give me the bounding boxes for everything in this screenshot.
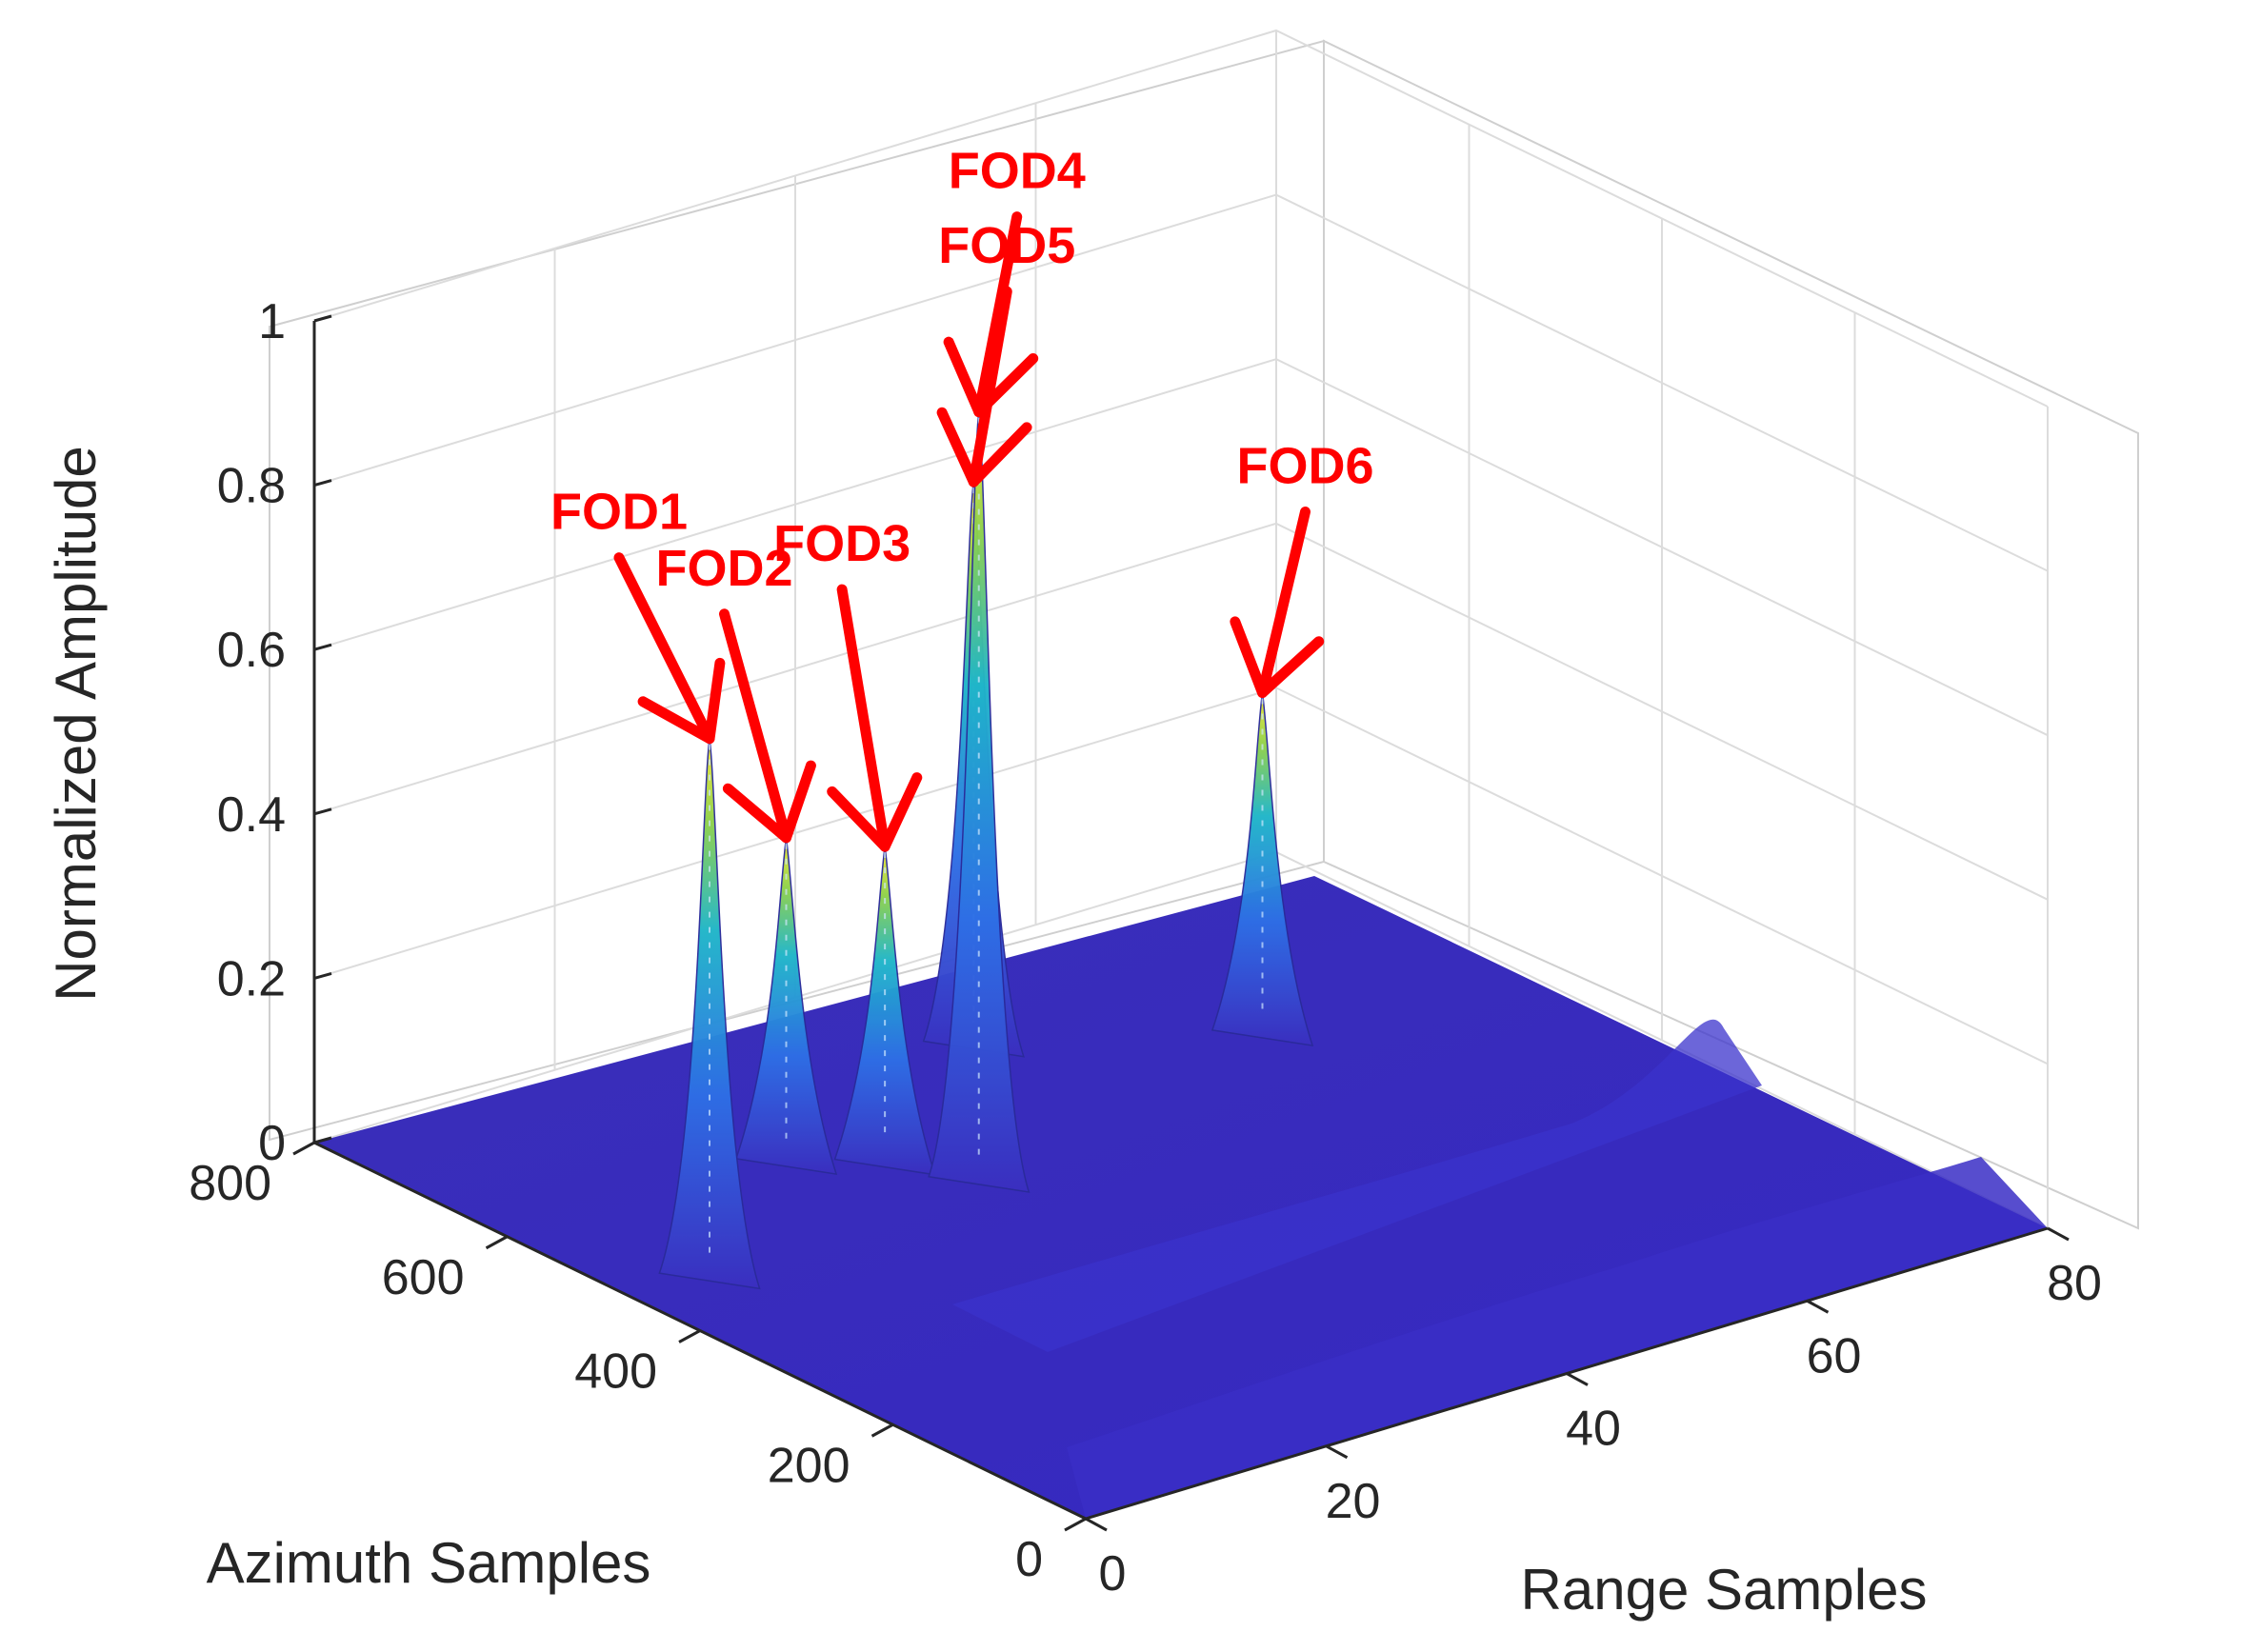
annotation-arrow-shaft <box>836 584 890 852</box>
azimuth-tick <box>678 1329 701 1343</box>
back-walls <box>269 39 2139 1230</box>
azimuth-axis-title: Azimuth Samples <box>207 1531 651 1595</box>
z-tick-label: 0.8 <box>217 459 286 514</box>
surface-ridge-mid <box>952 1019 1762 1352</box>
azimuth-tick <box>485 1235 509 1250</box>
z-tick-label: 0 <box>258 1116 286 1171</box>
z-tick-label: 0.4 <box>217 787 286 843</box>
annotation-label: FOD3 <box>773 515 910 572</box>
range-axis-title: Range Samples <box>1521 1558 1928 1622</box>
annotation-arrow-head <box>1230 616 1325 698</box>
annotation-arrow-shaft <box>1257 507 1311 699</box>
annotation-fod1: FOD1 <box>550 484 726 745</box>
annotation-label: FOD4 <box>949 143 1086 200</box>
annotation-arrow-head <box>722 760 816 844</box>
surface-ridge-front <box>1067 1157 2048 1519</box>
right-back-wall <box>1323 39 2139 1230</box>
z-tick <box>313 1136 332 1144</box>
annotation-label: FOD6 <box>1236 438 1373 495</box>
annotation-label: FOD5 <box>938 217 1075 274</box>
grid-lines <box>313 29 2049 1229</box>
annotation-fod6: FOD6 <box>1230 438 1374 699</box>
annotation-label: FOD2 <box>655 540 792 597</box>
z-tick-label: 1 <box>258 294 286 349</box>
z-axis-title: Normalized Amplitude <box>44 446 108 1002</box>
range-tick-label: 40 <box>1566 1402 1621 1457</box>
azimuth-tick <box>292 1141 315 1156</box>
z-tick <box>313 807 332 816</box>
z-tick <box>313 971 332 980</box>
azimuth-tick <box>870 1423 894 1438</box>
range-tick <box>1566 1372 1589 1386</box>
axes: 00.20.40.60.810200400600800020406080Norm… <box>44 294 2102 1622</box>
range-tick-label: 80 <box>2047 1256 2102 1311</box>
annotation-arrow-shaft <box>613 552 715 745</box>
annotation-fod4: FOD4 <box>943 143 1086 418</box>
annotation-fod5: FOD5 <box>936 217 1075 488</box>
range-tick <box>1325 1444 1349 1460</box>
azimuth-tick-label: 600 <box>382 1250 465 1305</box>
peaks <box>658 411 1314 1290</box>
annotation-arrow-head <box>936 407 1032 488</box>
annotation-arrow-head <box>827 772 923 852</box>
range-tick <box>1085 1517 1108 1532</box>
range-tick-label: 0 <box>1099 1546 1127 1602</box>
z-tick <box>313 643 332 651</box>
azimuth-tick-label: 0 <box>1015 1532 1043 1587</box>
z-tick-label: 0.2 <box>217 951 286 1006</box>
range-tick <box>2047 1226 2070 1242</box>
annotation-arrow-shaft <box>968 286 1012 488</box>
annotation-arrow-head <box>637 657 726 745</box>
z-tick <box>313 479 332 488</box>
azimuth-tick-label: 800 <box>189 1156 271 1211</box>
azimuth-tick-label: 200 <box>768 1438 850 1493</box>
annotation-fod3: FOD3 <box>773 515 923 852</box>
annotation-label: FOD1 <box>550 484 688 541</box>
annotation-fod2: FOD2 <box>655 540 816 844</box>
range-tick-label: 60 <box>1807 1328 1862 1383</box>
range-tick-label: 20 <box>1326 1474 1381 1529</box>
z-tick-label: 0.6 <box>217 623 286 678</box>
azimuth-tick-label: 400 <box>574 1344 657 1400</box>
z-tick <box>313 314 332 323</box>
annotation-arrow-shaft <box>719 608 791 844</box>
azimuth-tick <box>1064 1517 1087 1532</box>
range-tick <box>1806 1299 1830 1314</box>
annotation-arrow-head <box>943 336 1039 418</box>
